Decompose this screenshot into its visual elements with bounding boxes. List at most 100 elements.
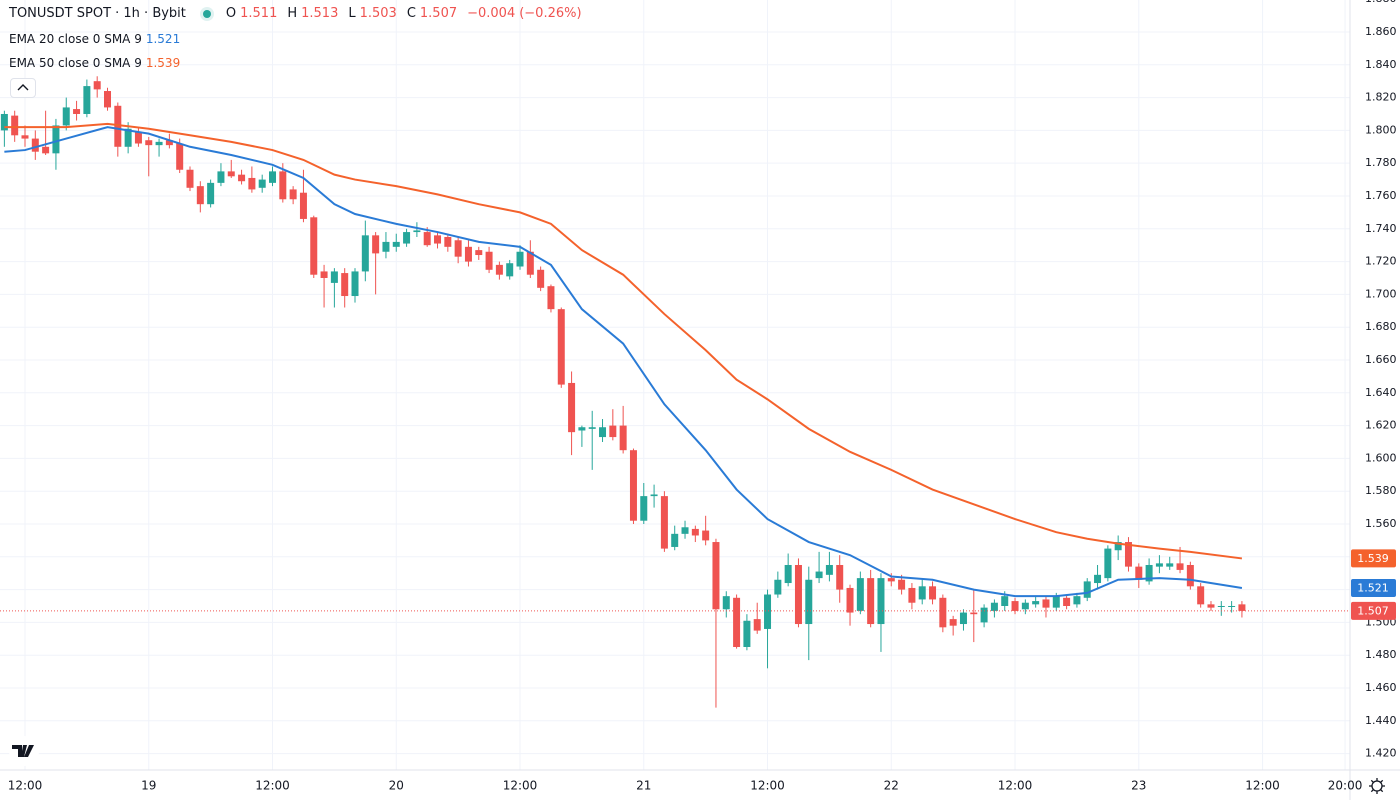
collapse-button[interactable] [10,78,36,98]
candle-body [382,241,390,252]
candle-body [248,177,256,190]
indicator-value: 1.539 [145,56,181,70]
ohlc-letter: L [348,6,356,21]
candle-body [599,427,607,438]
candle-body [547,286,555,310]
plot-area [0,76,1350,708]
ohlc-letter: O [225,6,237,21]
candle-body [825,564,833,575]
candle-body [578,427,586,431]
y-tick-label: 1.720 [1365,255,1397,268]
candle-body [557,309,565,385]
y-tick-label: 1.560 [1365,517,1397,530]
candle-body [310,217,318,275]
candle-body [21,135,29,139]
candle-body [145,140,153,146]
candle-body [155,141,163,146]
caret [17,84,29,91]
candle-body [805,579,813,625]
candle-body [1155,563,1163,567]
price-tag [1351,578,1396,597]
ohlc-letter: H [287,6,298,21]
candle-body [1011,601,1019,611]
candle-body [887,578,895,582]
candle-body [619,425,627,451]
candle-body [258,179,266,188]
candle-body [372,235,380,254]
x-tick-label: 22 [884,779,899,793]
candle-body [1052,596,1060,608]
y-tick-label: 1.680 [1365,320,1397,333]
y-tick-label: 1.480 [1365,648,1397,661]
candle-body [52,125,60,154]
candle-body [702,530,710,541]
candle-body [949,619,957,626]
x-tick-label: 23 [1131,779,1146,793]
price-tag-label: 1.539 [1357,552,1389,565]
candle-body [939,597,947,628]
candle-body [165,140,173,146]
candle-body [867,578,875,625]
candle-body [526,251,534,275]
grid [0,0,1350,770]
candle-body [1186,564,1194,587]
y-tick-label: 1.460 [1365,681,1397,694]
indicator-legend[interactable]: EMA 20 close 0 SMA 9 1.521 [9,32,180,46]
candle-body [495,264,503,275]
candle-body [444,236,452,247]
settings-icon[interactable] [1369,778,1385,794]
candle-body [836,564,844,590]
candle-body [537,269,545,288]
price-tag [1351,549,1396,568]
y-tick-label: 1.640 [1365,386,1397,399]
ohlc-value: 1.503 [359,6,397,21]
indicator-legend[interactable]: EMA 50 close 0 SMA 9 1.539 [9,56,180,70]
candle-body [361,235,369,272]
candle-body [1207,604,1215,608]
candle-body [238,174,246,182]
candle-body [1238,604,1246,611]
candle-body [114,105,122,147]
price-tag [1351,601,1396,620]
axes: 1.4201.4401.4601.4801.5001.5201.5401.560… [8,0,1397,793]
y-tick-label: 1.580 [1365,484,1397,497]
candle-body [413,230,421,233]
y-tick-label: 1.780 [1365,156,1397,169]
symbol-legend: TONUSDT SPOT · 1h · Bybit O 1.511 H 1.513 … [9,6,582,21]
candle-body [1094,574,1102,584]
candle-body [877,578,885,625]
candle-body [392,241,400,247]
change-percent: (−0.26%) [519,6,582,21]
caret-icon [17,84,29,91]
ohlc-value: 1.507 [419,6,458,21]
candle-body [970,612,978,615]
candle-body [423,232,431,246]
x-tick-label: 12:00 [1245,779,1280,793]
candle-body [1124,542,1132,567]
candle-body [31,138,39,152]
candle-body [1001,596,1009,606]
indicator-name: EMA 50 close 0 SMA 9 [9,56,142,70]
candle-body [929,586,937,600]
ema-line [4,126,1243,598]
y-tick-label: 1.700 [1365,287,1397,300]
candle-body [217,171,225,183]
market-status[interactable] [199,6,214,21]
y-tick-label: 1.860 [1365,25,1397,38]
candle-body [918,586,926,600]
x-tick-label: 12:00 [503,779,538,793]
candle-body [640,496,648,521]
candle-body [1166,563,1174,567]
candle-body [299,192,307,219]
price-tag-label: 1.521 [1357,581,1389,594]
candle-body [712,542,720,610]
x-tick-label: 12:00 [8,779,43,793]
change: −0.004 [467,6,516,21]
candle-body [671,533,679,547]
candle-body [660,496,668,549]
candle-body [11,115,19,136]
candle-body [289,189,297,200]
